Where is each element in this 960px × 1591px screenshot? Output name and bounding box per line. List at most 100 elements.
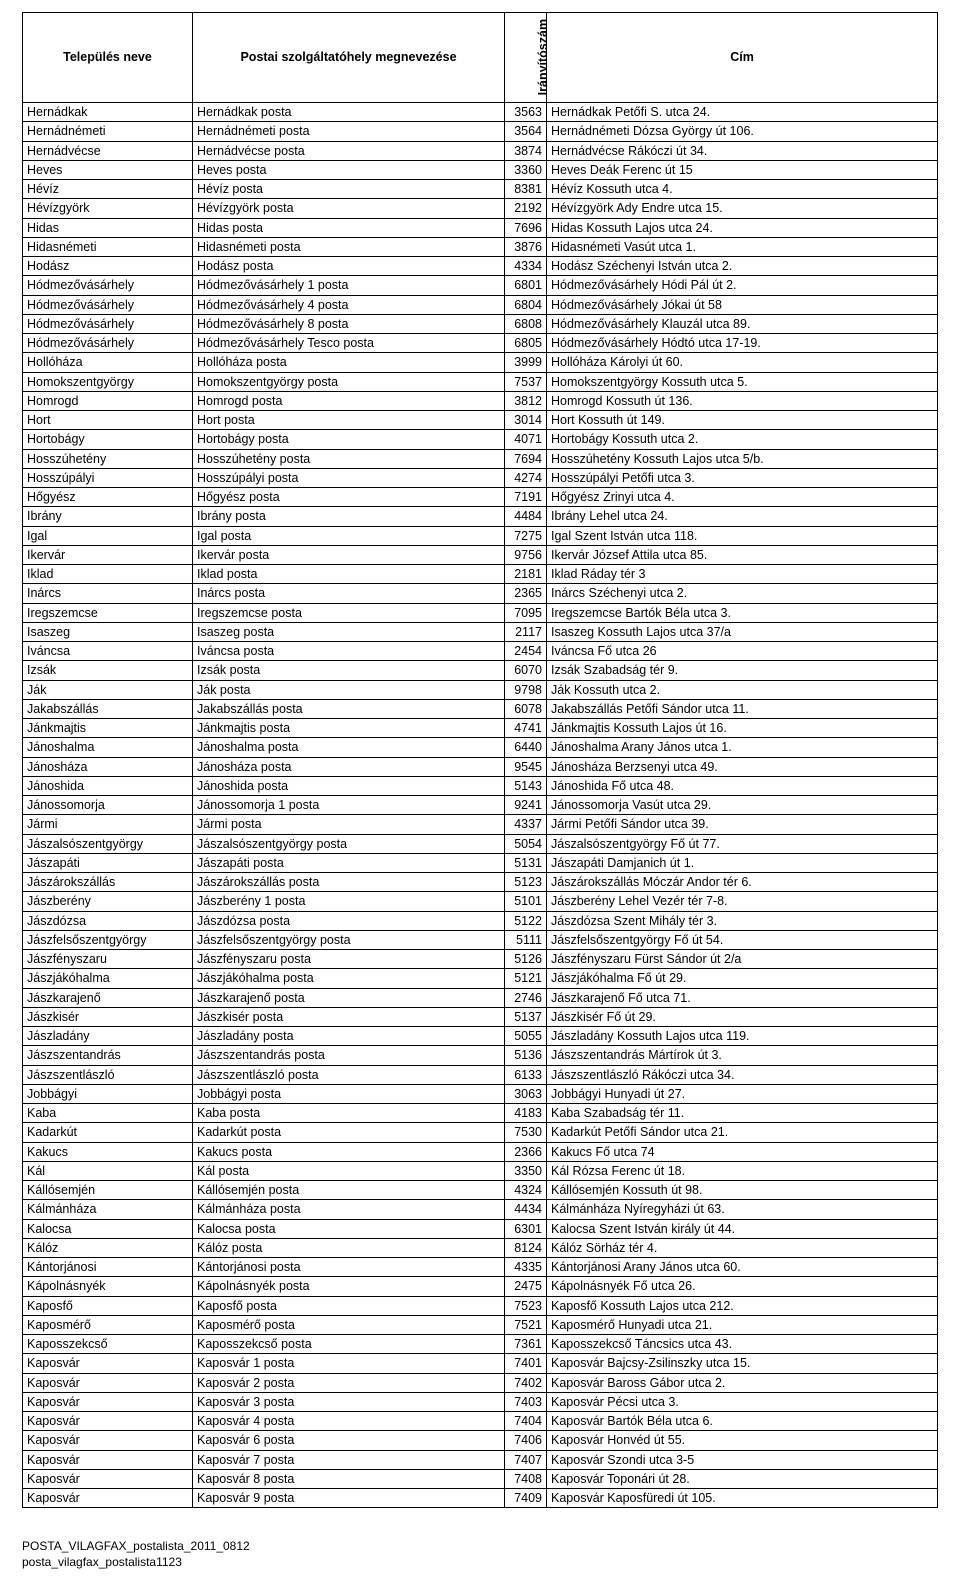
- cell-settlement: Heves: [23, 160, 193, 179]
- cell-settlement: Hódmezővásárhely: [23, 334, 193, 353]
- cell-address: Kállósemjén Kossuth út 98.: [547, 1181, 938, 1200]
- table-row: JármiJármi posta4337Jármi Petőfi Sándor …: [23, 815, 938, 834]
- cell-zip: 4183: [505, 1104, 547, 1123]
- cell-zip: 5121: [505, 969, 547, 988]
- cell-zip: 4484: [505, 507, 547, 526]
- table-row: HollóházaHollóháza posta3999Hollóháza Ká…: [23, 353, 938, 372]
- cell-zip: 8124: [505, 1238, 547, 1257]
- cell-address: Kaposfő Kossuth Lajos utca 212.: [547, 1296, 938, 1315]
- cell-address: Jászkisér Fő út 29.: [547, 1007, 938, 1026]
- cell-zip: 2192: [505, 199, 547, 218]
- cell-office: Ibrány posta: [193, 507, 505, 526]
- cell-office: Kaposszekcső posta: [193, 1335, 505, 1354]
- cell-settlement: Hódmezővásárhely: [23, 276, 193, 295]
- table-row: HidasnémetiHidasnémeti posta3876Hidasném…: [23, 237, 938, 256]
- cell-zip: 4337: [505, 815, 547, 834]
- cell-settlement: Jánoshida: [23, 776, 193, 795]
- table-row: HidasHidas posta7696Hidas Kossuth Lajos …: [23, 218, 938, 237]
- cell-zip: 3350: [505, 1161, 547, 1180]
- cell-office: Kaposmérő posta: [193, 1315, 505, 1334]
- cell-address: Jászfelsőszentgyörgy Fő út 54.: [547, 930, 938, 949]
- table-row: KaposmérőKaposmérő posta7521Kaposmérő Hu…: [23, 1315, 938, 1334]
- cell-address: Kaposszekcső Táncsics utca 43.: [547, 1335, 938, 1354]
- cell-settlement: Jászfelsőszentgyörgy: [23, 930, 193, 949]
- cell-office: Hévíz posta: [193, 180, 505, 199]
- cell-zip: 7409: [505, 1489, 547, 1508]
- cell-office: Kálmánháza posta: [193, 1200, 505, 1219]
- table-row: HévízgyörkHévízgyörk posta2192Hévízgyörk…: [23, 199, 938, 218]
- cell-zip: 9241: [505, 796, 547, 815]
- cell-office: Jászfényszaru posta: [193, 950, 505, 969]
- cell-zip: 5111: [505, 930, 547, 949]
- cell-zip: 5101: [505, 892, 547, 911]
- table-row: HodászHodász posta4334Hodász Széchenyi I…: [23, 257, 938, 276]
- cell-settlement: Jászalsószentgyörgy: [23, 834, 193, 853]
- cell-zip: 4324: [505, 1181, 547, 1200]
- cell-address: Igal Szent István utca 118.: [547, 526, 938, 545]
- cell-address: Kálóz Sörház tér 4.: [547, 1238, 938, 1257]
- cell-zip: 7275: [505, 526, 547, 545]
- cell-office: Jászkisér posta: [193, 1007, 505, 1026]
- cell-address: Ikervár József Attila utca 85.: [547, 545, 938, 564]
- cell-zip: 7530: [505, 1123, 547, 1142]
- table-row: HernádnémetiHernádnémeti posta3564Hernád…: [23, 122, 938, 141]
- cell-settlement: Kaposvár: [23, 1469, 193, 1488]
- cell-settlement: Kaposfő: [23, 1296, 193, 1315]
- table-row: HevesHeves posta3360Heves Deák Ferenc út…: [23, 160, 938, 179]
- table-row: IkervárIkervár posta9756Ikervár József A…: [23, 545, 938, 564]
- table-row: KaposfőKaposfő posta7523Kaposfő Kossuth …: [23, 1296, 938, 1315]
- cell-zip: 5055: [505, 1027, 547, 1046]
- cell-office: Hollóháza posta: [193, 353, 505, 372]
- cell-settlement: Hodász: [23, 257, 193, 276]
- cell-office: Hernádvécse posta: [193, 141, 505, 160]
- cell-zip: 4334: [505, 257, 547, 276]
- cell-office: Hódmezővásárhely Tesco posta: [193, 334, 505, 353]
- cell-zip: 7537: [505, 372, 547, 391]
- cell-address: Ják Kossuth utca 2.: [547, 680, 938, 699]
- cell-zip: 9545: [505, 757, 547, 776]
- cell-settlement: Hévízgyörk: [23, 199, 193, 218]
- cell-zip: 5122: [505, 911, 547, 930]
- cell-zip: 3812: [505, 391, 547, 410]
- cell-address: Kaposvár Szondi utca 3-5: [547, 1450, 938, 1469]
- table-row: KakucsKakucs posta2366Kakucs Fő utca 74: [23, 1142, 938, 1161]
- cell-settlement: Jakabszállás: [23, 699, 193, 718]
- cell-zip: 7694: [505, 449, 547, 468]
- cell-office: Hévízgyörk posta: [193, 199, 505, 218]
- cell-zip: 6301: [505, 1219, 547, 1238]
- cell-settlement: Kaposvár: [23, 1431, 193, 1450]
- cell-address: Kaposvár Baross Gábor utca 2.: [547, 1373, 938, 1392]
- cell-address: Hort Kossuth út 149.: [547, 411, 938, 430]
- cell-zip: 4274: [505, 468, 547, 487]
- cell-address: Kaposvár Pécsi utca 3.: [547, 1392, 938, 1411]
- cell-settlement: Iváncsa: [23, 642, 193, 661]
- cell-office: Ják posta: [193, 680, 505, 699]
- cell-address: Jászfényszaru Fürst Sándor út 2/a: [547, 950, 938, 969]
- footer-line-1: POSTA_VILAGFAX_postalista_2011_0812: [22, 1538, 938, 1554]
- table-row: KaposvárKaposvár 8 posta7408Kaposvár Top…: [23, 1469, 938, 1488]
- cell-office: Kaposfő posta: [193, 1296, 505, 1315]
- cell-address: Jászkarajenő Fő utca 71.: [547, 988, 938, 1007]
- cell-settlement: Jászladány: [23, 1027, 193, 1046]
- postal-table: Település neve Postai szolgáltatóhely me…: [22, 12, 938, 1508]
- table-row: JászapátiJászapáti posta5131Jászapáti Da…: [23, 853, 938, 872]
- cell-address: Hódmezővásárhely Klauzál utca 89.: [547, 314, 938, 333]
- cell-address: Homrogd Kossuth út 136.: [547, 391, 938, 410]
- cell-settlement: Hosszúhetény: [23, 449, 193, 468]
- table-row: HosszúpályiHosszúpályi posta4274Hosszúpá…: [23, 468, 938, 487]
- cell-office: Kaposvár 4 posta: [193, 1412, 505, 1431]
- cell-office: Jánossomorja 1 posta: [193, 796, 505, 815]
- cell-settlement: Jászkisér: [23, 1007, 193, 1026]
- cell-office: Hőgyész posta: [193, 488, 505, 507]
- footer: POSTA_VILAGFAX_postalista_2011_0812 post…: [22, 1538, 938, 1570]
- cell-office: Homrogd posta: [193, 391, 505, 410]
- cell-address: Kalocsa Szent István király út 44.: [547, 1219, 938, 1238]
- cell-settlement: Kaposvár: [23, 1392, 193, 1411]
- cell-zip: 4741: [505, 719, 547, 738]
- cell-office: Kaposvár 2 posta: [193, 1373, 505, 1392]
- cell-zip: 6808: [505, 314, 547, 333]
- cell-office: Ikervár posta: [193, 545, 505, 564]
- cell-office: Iklad posta: [193, 565, 505, 584]
- cell-address: Ibrány Lehel utca 24.: [547, 507, 938, 526]
- cell-zip: 4071: [505, 430, 547, 449]
